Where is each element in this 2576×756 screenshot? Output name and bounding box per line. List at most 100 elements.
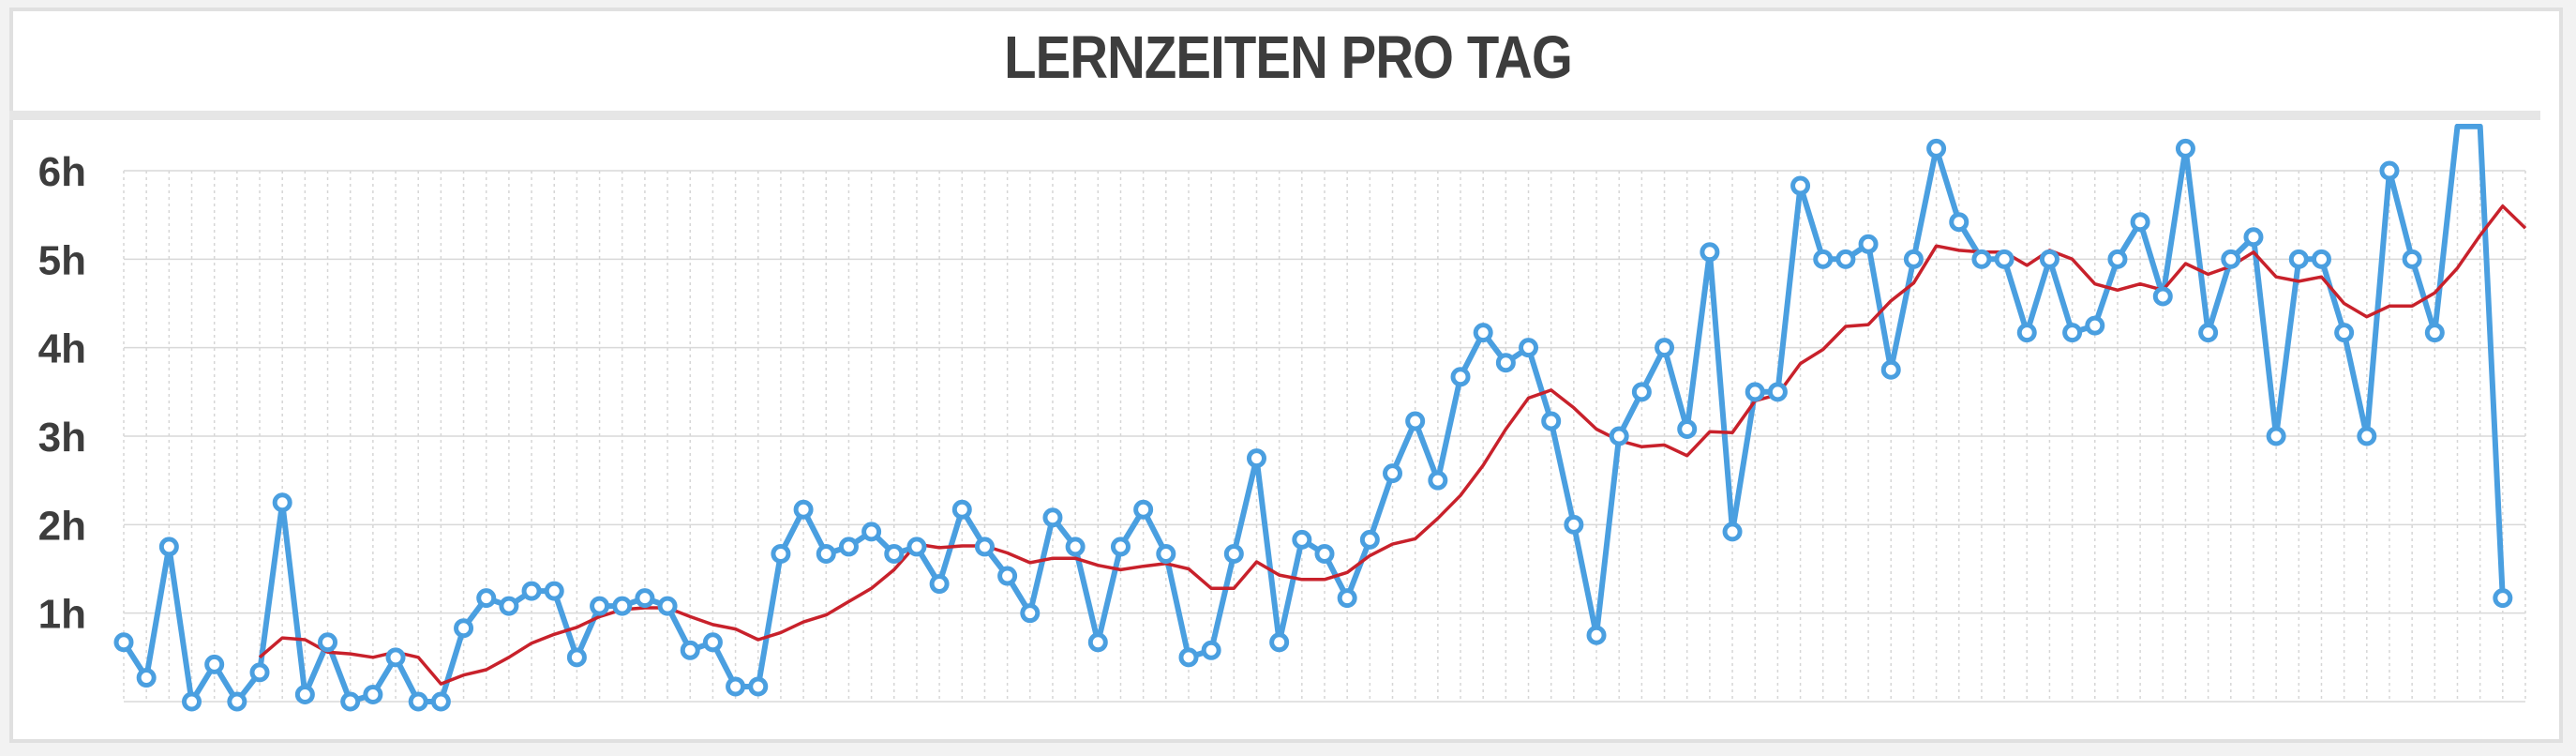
data-point [2243, 227, 2264, 248]
data-point [544, 581, 564, 601]
data-point [2062, 323, 2083, 343]
data-point [590, 596, 610, 616]
y-tick-label: 1h [38, 592, 86, 638]
data-point [1519, 338, 1539, 358]
data-point [1223, 543, 1244, 564]
data-point [158, 537, 179, 557]
data-point [1156, 543, 1176, 564]
data-point [974, 537, 995, 557]
data-point [113, 632, 134, 653]
data-point [1473, 323, 1493, 343]
data-point [816, 543, 836, 564]
data-point [861, 522, 882, 542]
data-point [454, 618, 474, 639]
y-tick-label: 2h [38, 503, 86, 549]
data-point [294, 684, 315, 704]
data-point [2107, 249, 2128, 269]
data-point [1133, 499, 1154, 520]
data-point [1994, 249, 2014, 269]
y-tick-label: 3h [38, 415, 86, 461]
data-point [1541, 411, 1562, 431]
data-point [2198, 323, 2219, 343]
data-point [1745, 382, 1765, 402]
data-point [1835, 249, 1856, 269]
data-point [2493, 588, 2513, 609]
data-point [929, 574, 950, 595]
data-point [1903, 249, 1924, 269]
data-point [1495, 353, 1516, 373]
data-point [1292, 529, 1312, 550]
data-point [771, 543, 791, 564]
data-point [748, 676, 769, 697]
data-point [521, 581, 542, 601]
data-point [884, 543, 905, 564]
data-point [635, 588, 655, 609]
data-point [227, 691, 247, 712]
data-point [1405, 411, 1426, 431]
y-axis: 1h 2h 3h 4h 5h 6h [38, 149, 86, 638]
data-point [1087, 632, 1108, 653]
data-point [612, 596, 633, 616]
data-point [1359, 529, 1380, 550]
data-point [1564, 514, 1584, 535]
data-point [997, 566, 1018, 586]
data-point [408, 691, 428, 712]
data-point [1178, 647, 1199, 668]
data-point [793, 499, 814, 520]
chart-title: LERNZEITEN PRO TAG [1004, 23, 1573, 91]
data-point [1926, 138, 1947, 159]
data-point [1337, 588, 1357, 609]
data-point [2288, 249, 2309, 269]
data-point [1269, 632, 1290, 653]
data-point [2379, 160, 2400, 181]
data-point [1949, 212, 1969, 233]
data-point [2130, 212, 2150, 233]
data-point [1767, 382, 1788, 402]
data-point [2266, 426, 2286, 446]
data-point [951, 499, 972, 520]
data-point [2311, 249, 2331, 269]
data-point [1314, 543, 1335, 564]
title-divider [9, 111, 2540, 120]
data-point [318, 632, 338, 653]
data-point [1065, 537, 1086, 557]
data-point [1880, 359, 1901, 380]
data-point [476, 588, 497, 609]
y-tick-label: 4h [38, 326, 86, 372]
series-line-average [258, 204, 2527, 686]
data-point [702, 632, 723, 653]
data-point [430, 691, 451, 712]
grid-lines [123, 170, 2526, 703]
data-point [1700, 242, 1720, 263]
y-tick-label: 5h [38, 237, 86, 283]
data-point [1246, 448, 1266, 469]
data-point [385, 647, 406, 668]
data-point [2424, 323, 2445, 343]
data-point [2357, 426, 2377, 446]
series-line-daily [121, 124, 2506, 704]
data-point [657, 596, 678, 616]
data-point [1428, 470, 1448, 491]
data-point [2039, 249, 2059, 269]
data-point [680, 640, 700, 660]
data-point [2175, 138, 2195, 159]
data-point [838, 537, 859, 557]
data-point [1655, 338, 1675, 358]
data-point [1813, 249, 1834, 269]
data-point [2402, 249, 2422, 269]
data-point [1677, 418, 1698, 439]
data-point [1631, 382, 1652, 402]
data-point [726, 676, 746, 697]
data-point [1609, 426, 1629, 446]
series-layer [113, 124, 2527, 712]
data-point [2085, 315, 2105, 336]
data-point [1722, 522, 1743, 542]
data-point [1020, 603, 1041, 624]
data-point [1110, 537, 1131, 557]
data-point [2334, 323, 2355, 343]
data-point [1042, 507, 1063, 528]
data-point [1790, 175, 1811, 196]
data-point [1971, 249, 1992, 269]
data-point [1858, 234, 1879, 254]
y-tick-label: 6h [38, 149, 86, 195]
